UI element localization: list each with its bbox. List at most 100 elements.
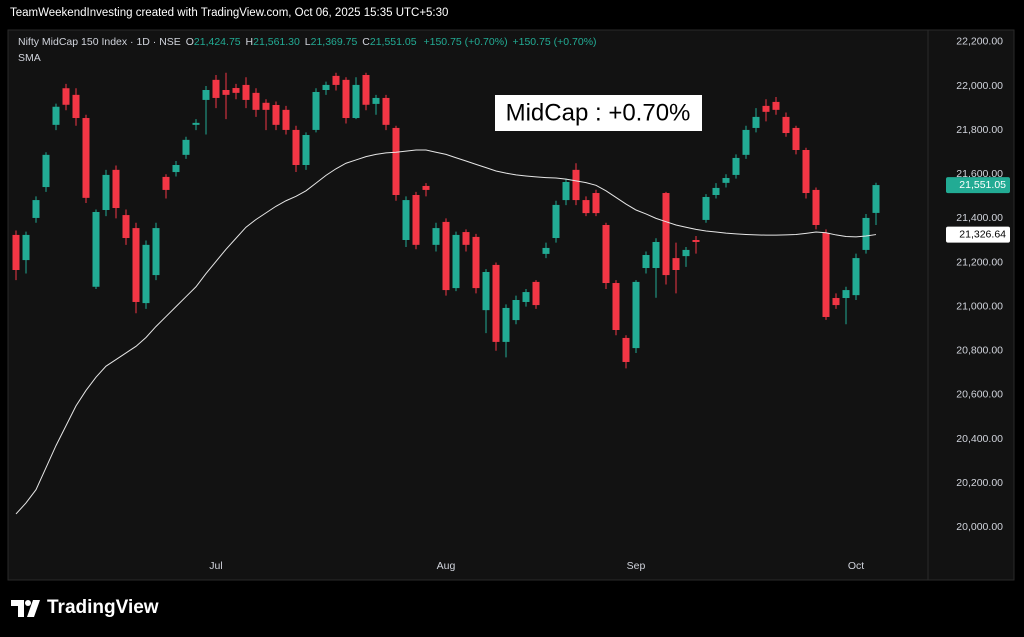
x-tick-label: Sep: [627, 560, 646, 572]
candle-body: [282, 109, 290, 130]
candle-body: [272, 105, 280, 125]
candle-body: [142, 244, 150, 304]
candle-body: [262, 102, 270, 110]
x-tick-label: Aug: [437, 560, 456, 572]
candle-body: [802, 150, 810, 194]
candle-body: [432, 228, 440, 245]
logo-mark: [11, 600, 24, 617]
candle-body: [842, 290, 850, 299]
candle-body: [512, 300, 520, 321]
candle-body: [362, 75, 370, 105]
candle-body: [592, 193, 600, 214]
candle-body: [102, 174, 110, 210]
sma-price-tag: 21,326.64: [959, 228, 1006, 240]
candle-body: [192, 122, 200, 125]
tradingview-logo: [11, 600, 40, 617]
candle-body: [372, 97, 380, 104]
y-tick-label: 20,400.00: [956, 433, 1003, 445]
y-tick-label: 21,200.00: [956, 256, 1003, 268]
legend-change: +150.75 (+0.70%): [512, 36, 596, 48]
candle-body: [762, 105, 770, 112]
candle-body: [32, 200, 40, 218]
candle-body: [202, 90, 210, 100]
legend-indicator: SMA: [18, 52, 41, 64]
legend-o-label: O: [186, 36, 194, 48]
candle-body: [722, 178, 730, 183]
y-tick-label: 22,000.00: [956, 80, 1003, 92]
candle-body: [502, 307, 510, 342]
candle-body: [752, 116, 760, 128]
candle-body: [442, 221, 450, 291]
candle-body: [692, 240, 700, 242]
candle-body: [472, 236, 480, 289]
candle-body: [732, 157, 740, 175]
candle-body: [792, 127, 800, 150]
legend-l: 21,369.75: [311, 36, 358, 48]
legend-h-label: H: [246, 36, 254, 48]
candle-body: [452, 234, 460, 289]
y-tick-label: 20,200.00: [956, 477, 1003, 489]
candle-body: [652, 241, 660, 269]
candle-body: [872, 185, 880, 213]
candle-body: [852, 258, 860, 296]
annotation: MidCap : +0.70%: [506, 99, 691, 126]
candle-body: [772, 101, 780, 110]
candle-body: [312, 91, 320, 130]
candle-body: [522, 292, 530, 302]
candle-body: [352, 84, 360, 119]
legend-change: +150.75 (+0.70%): [424, 36, 508, 48]
candle-body: [232, 88, 240, 93]
candle-body: [302, 135, 310, 165]
candle-body: [292, 129, 300, 165]
candle-body: [542, 247, 550, 254]
candle-body: [552, 204, 560, 239]
candle-body: [22, 234, 30, 261]
x-tick-label: Oct: [848, 560, 864, 572]
legend-c-label: C: [362, 36, 370, 48]
sma-line: [15, 149, 877, 515]
footer-brand: TradingView: [47, 597, 159, 618]
candle-body: [322, 84, 330, 90]
candle-body: [492, 264, 500, 342]
candle-body: [672, 258, 680, 270]
candle-body: [222, 90, 230, 95]
candle-body: [632, 281, 640, 349]
candle-body: [712, 187, 720, 195]
candle-body: [152, 228, 160, 276]
candle-body: [332, 75, 340, 85]
legend-h: 21,561.30: [253, 36, 300, 48]
y-tick-label: 21,400.00: [956, 212, 1003, 224]
candle-body: [582, 200, 590, 214]
y-tick-label: 21,800.00: [956, 124, 1003, 136]
candle-body: [702, 196, 710, 220]
candle-body: [242, 84, 250, 100]
y-tick-label: 20,600.00: [956, 389, 1003, 401]
y-tick-label: 20,000.00: [956, 521, 1003, 533]
header: TeamWeekendInvesting created with Tradin…: [10, 7, 448, 19]
candle-body: [252, 92, 260, 110]
candle-body: [42, 154, 50, 188]
y-tick-label: 21,000.00: [956, 300, 1003, 312]
last-price-tag: 21,551.05: [959, 179, 1006, 191]
candle-body: [62, 88, 70, 105]
candle-body: [822, 232, 830, 317]
candle-body: [622, 337, 630, 362]
sma-price-tag-bg: [946, 226, 1010, 243]
candle-body: [642, 255, 650, 269]
candle-body: [742, 129, 750, 155]
candle-body: [72, 94, 80, 119]
candle-body: [812, 189, 820, 225]
candle-body: [82, 118, 90, 198]
candle-body: [382, 97, 390, 125]
candle-body: [122, 215, 130, 239]
legend-symbol: Nifty MidCap 150 Index · 1D · NSE: [18, 36, 181, 48]
candle-body: [482, 271, 490, 311]
candle-body: [422, 185, 430, 190]
candle-body: [462, 232, 470, 245]
legend-l-label: L: [305, 36, 311, 48]
candle-body: [602, 225, 610, 284]
candle-body: [832, 298, 840, 306]
x-tick-label: Jul: [209, 560, 222, 572]
candle-body: [532, 281, 540, 306]
